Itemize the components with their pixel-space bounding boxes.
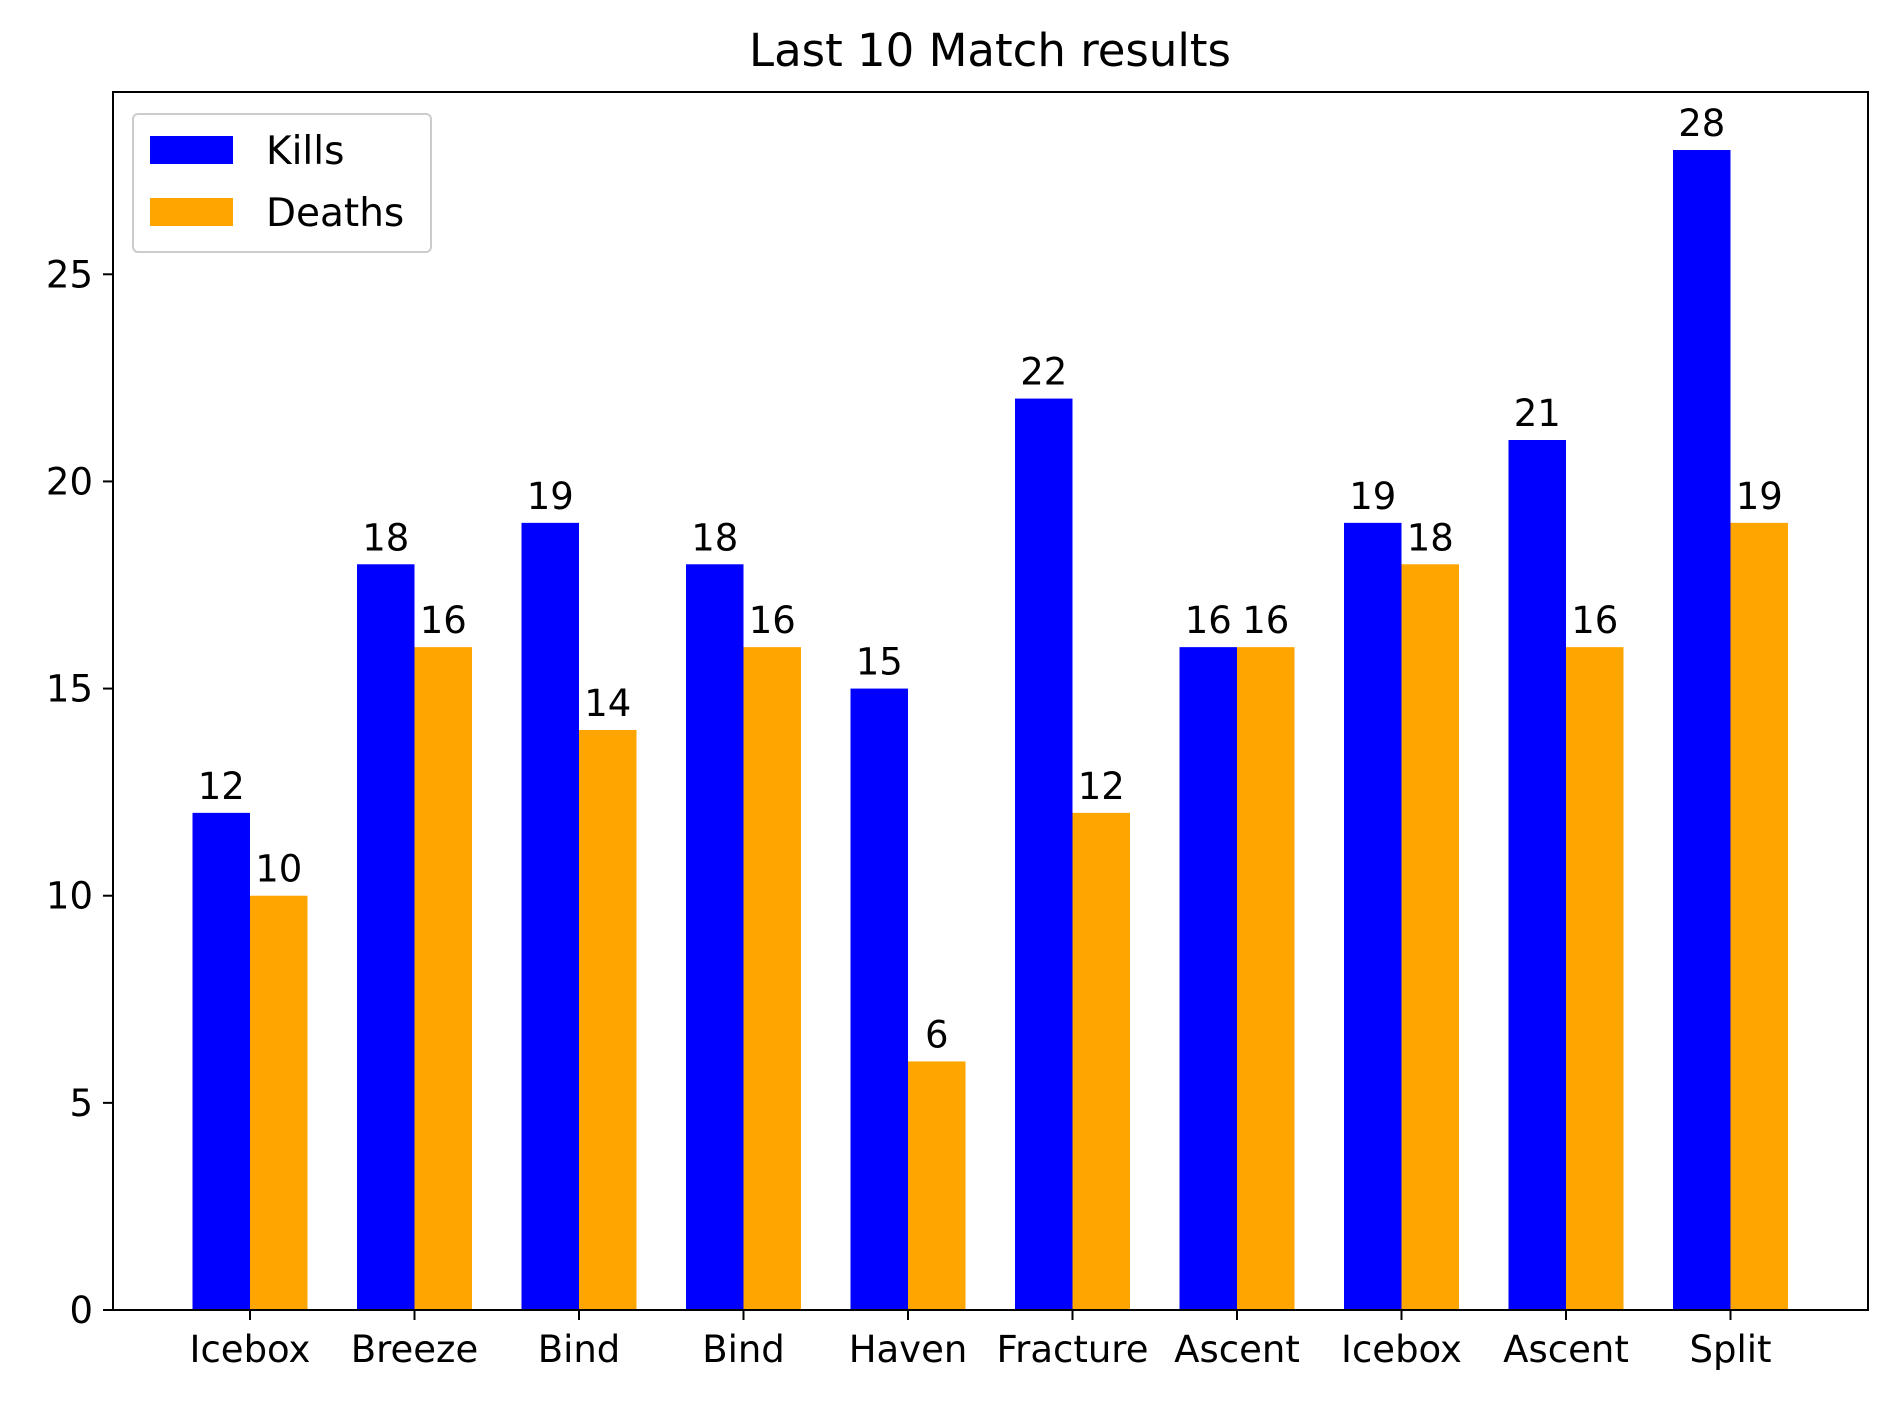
kills-data-label-4: 15 xyxy=(856,641,903,684)
y-tick-label-5: 25 xyxy=(46,253,93,296)
plot-frame xyxy=(112,91,1869,1311)
deaths-data-label-4: 6 xyxy=(925,1013,949,1056)
kills-data-label-1: 18 xyxy=(362,516,409,559)
x-tick-label-8: Ascent xyxy=(1503,1328,1629,1371)
kills-bar-9 xyxy=(1673,150,1731,1310)
deaths-bar-3 xyxy=(743,647,801,1310)
x-tick-label-3: Bind xyxy=(702,1328,785,1371)
y-tick-label-1: 5 xyxy=(69,1082,93,1125)
kills-bar-7 xyxy=(1344,522,1402,1310)
x-tick-label-9: Split xyxy=(1689,1328,1771,1371)
deaths-bar-7 xyxy=(1401,564,1459,1310)
deaths-data-label-3: 16 xyxy=(749,599,796,642)
kills-bar-3 xyxy=(686,564,744,1310)
deaths-bar-2 xyxy=(579,730,637,1310)
x-tick-label-6: Ascent xyxy=(1174,1328,1300,1371)
x-tick-label-5: Fracture xyxy=(997,1328,1149,1371)
kills-data-label-8: 21 xyxy=(1514,392,1561,435)
kills-data-label-7: 19 xyxy=(1349,475,1396,518)
kills-bar-5 xyxy=(1015,398,1073,1311)
x-tick-label-1: Breeze xyxy=(351,1328,479,1371)
deaths-data-label-0: 10 xyxy=(255,848,302,891)
x-tick-label-2: Bind xyxy=(538,1328,621,1371)
legend-swatch-kills xyxy=(150,136,233,164)
kills-data-label-3: 18 xyxy=(691,516,738,559)
legend: Kills Deaths xyxy=(132,113,432,253)
kills-bar-6 xyxy=(1179,647,1237,1310)
kills-bar-4 xyxy=(850,688,908,1310)
bars-layer xyxy=(192,150,1788,1311)
x-tick-label-4: Haven xyxy=(849,1328,968,1371)
deaths-data-label-7: 18 xyxy=(1407,516,1454,559)
x-tick-label-0: Icebox xyxy=(190,1328,311,1371)
deaths-bar-9 xyxy=(1730,522,1788,1310)
kills-bar-0 xyxy=(192,812,250,1310)
y-tick-label-3: 15 xyxy=(46,668,93,711)
kills-data-label-6: 16 xyxy=(1185,599,1232,642)
bar-labels-layer: 12 18 19 18 15 22 16 19 21 28 10 16 14 16 6 12 16 18 16 19 xyxy=(198,102,1783,1056)
kills-bar-1 xyxy=(357,564,415,1310)
y-tick-label-0: 0 xyxy=(69,1289,93,1332)
y-tick-label-4: 20 xyxy=(46,460,93,503)
y-tick-label-2: 10 xyxy=(46,875,93,918)
deaths-data-label-2: 14 xyxy=(584,682,631,725)
deaths-bar-8 xyxy=(1566,647,1624,1310)
deaths-data-label-8: 16 xyxy=(1571,599,1618,642)
deaths-bar-4 xyxy=(908,1061,966,1310)
chart-title: Last 10 Match results xyxy=(749,24,1231,77)
legend-label-deaths: Deaths xyxy=(266,191,404,236)
deaths-bar-5 xyxy=(1072,812,1130,1310)
deaths-data-label-9: 19 xyxy=(1736,475,1783,518)
legend-swatch-deaths xyxy=(150,198,233,226)
deaths-data-label-1: 16 xyxy=(420,599,467,642)
deaths-data-label-5: 12 xyxy=(1078,765,1125,808)
kills-data-label-9: 28 xyxy=(1678,102,1725,145)
kills-bar-8 xyxy=(1508,440,1566,1310)
legend-label-kills: Kills xyxy=(266,129,344,174)
axes-layer: 0 5 10 15 20 25 Icebox Breeze Bind Bind Haven Fract… xyxy=(46,91,1869,1371)
deaths-bar-6 xyxy=(1237,647,1295,1310)
x-tick-label-7: Icebox xyxy=(1341,1328,1462,1371)
kills-data-label-2: 19 xyxy=(527,475,574,518)
deaths-bar-1 xyxy=(414,647,472,1310)
deaths-bar-0 xyxy=(250,895,308,1310)
kills-data-label-0: 12 xyxy=(198,765,245,808)
kills-bar-2 xyxy=(521,522,579,1310)
kills-data-label-5: 22 xyxy=(1020,351,1067,394)
deaths-data-label-6: 16 xyxy=(1242,599,1289,642)
